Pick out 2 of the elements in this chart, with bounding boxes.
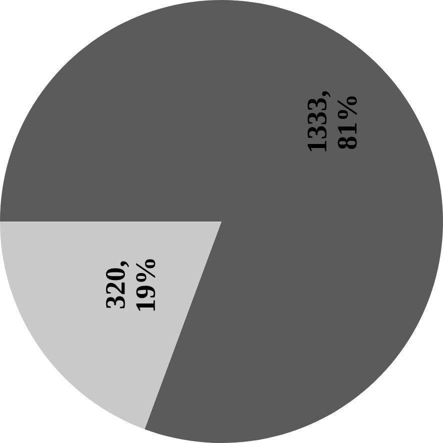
data-label: 320, 19% [106,259,156,311]
data-label: 1333, 81% [308,91,357,152]
